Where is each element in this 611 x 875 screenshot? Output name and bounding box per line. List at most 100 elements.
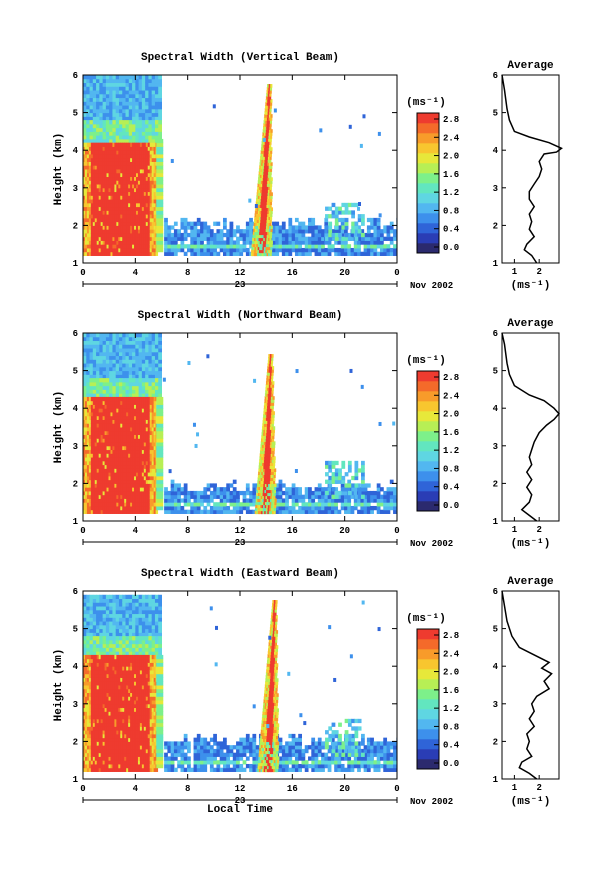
colorbar-swatch: [417, 243, 439, 254]
colorbar-swatch: [417, 143, 439, 154]
y-tick-label: 5: [73, 367, 78, 377]
colorbar-swatch: [417, 441, 439, 452]
colorbar-unit: (ms⁻¹): [406, 355, 446, 367]
colorbar-swatch: [417, 183, 439, 194]
colorbar-swatch: [417, 639, 439, 650]
avg-y-tick-label: 2: [493, 221, 498, 231]
colorbar-tick-label: 2.0: [443, 668, 459, 678]
date-month: Nov 2002: [410, 797, 453, 807]
colorbar-frame: [416, 628, 440, 770]
colorbar-swatch: [417, 689, 439, 700]
avg-unit: (ms⁻¹): [511, 538, 551, 550]
avg-x-tick-label: 2: [536, 267, 541, 277]
average-profile-line: [501, 590, 553, 780]
x-tick-label: 20: [339, 784, 350, 794]
heatmap: [83, 594, 397, 773]
panel-title: Spectral Width (Eastward Beam): [141, 568, 339, 580]
x-tick-label: 0: [394, 268, 399, 278]
colorbar-swatch: [417, 371, 439, 382]
y-tick-label: 3: [73, 700, 78, 710]
avg-x-tick-label: 2: [536, 525, 541, 535]
colorbar-tick-label: 1.6: [443, 170, 459, 180]
colorbar-tick-label: 2.8: [443, 115, 459, 125]
avg-x-tick-label: 1: [512, 783, 518, 793]
colorbar-swatch: [417, 411, 439, 422]
colorbar-frame: [416, 370, 440, 512]
x-tick-label: 12: [235, 526, 246, 536]
y-axis-label: Height (km): [53, 649, 65, 722]
y-tick-label: 6: [73, 587, 78, 597]
colorbar-unit: (ms⁻¹): [406, 613, 446, 625]
avg-y-tick-label: 1: [493, 517, 499, 527]
colorbar-tick-label: 2.0: [443, 410, 459, 420]
average-frame: [501, 590, 560, 780]
colorbar-swatch: [417, 163, 439, 174]
colorbar-swatch: [417, 223, 439, 234]
y-tick-label: 4: [73, 146, 79, 156]
colorbar-tick-label: 1.6: [443, 428, 459, 438]
colorbar-tick-label: 1.2: [443, 188, 459, 198]
x-tick-label: 12: [235, 268, 246, 278]
avg-y-tick-label: 6: [493, 71, 498, 81]
colorbar-swatch: [417, 749, 439, 760]
colorbar-tick-label: 0.8: [443, 206, 459, 216]
x-axis-label: Local Time: [207, 804, 273, 816]
colorbar-swatch: [417, 133, 439, 144]
colorbar-tick-label: 1.2: [443, 704, 459, 714]
y-tick-label: 5: [73, 109, 78, 119]
x-tick-label: 0: [80, 784, 85, 794]
colorbar-frame: [416, 112, 440, 254]
avg-y-tick-label: 4: [493, 146, 499, 156]
y-tick-label: 1: [73, 259, 79, 269]
colorbar-swatch: [417, 659, 439, 670]
y-tick-label: 2: [73, 737, 78, 747]
colorbar-tick-label: 0.4: [443, 225, 460, 235]
y-tick-label: 1: [73, 775, 79, 785]
y-axis-label: Height (km): [53, 133, 65, 206]
colorbar-tick-label: 0.8: [443, 464, 459, 474]
y-tick-label: 2: [73, 221, 78, 231]
date-month: Nov 2002: [410, 539, 453, 549]
average-frame: [501, 74, 560, 264]
x-tick-label: 16: [287, 784, 298, 794]
colorbar-tick-label: 2.4: [443, 133, 460, 143]
avg-y-tick-label: 6: [493, 329, 498, 339]
colorbar-swatch: [417, 501, 439, 512]
colorbar-swatch: [417, 679, 439, 690]
colorbar-swatch: [417, 401, 439, 412]
avg-y-tick-label: 3: [493, 442, 498, 452]
avg-y-tick-label: 6: [493, 587, 498, 597]
x-tick-label: 0: [80, 526, 85, 536]
colorbar-tick-label: 0.0: [443, 243, 459, 253]
date-day: 23: [235, 280, 246, 290]
colorbar-tick-label: 2.4: [443, 649, 460, 659]
x-tick-label: 4: [133, 784, 139, 794]
colorbar-swatch: [417, 431, 439, 442]
avg-y-tick-label: 3: [493, 700, 498, 710]
colorbar-unit: (ms⁻¹): [406, 97, 446, 109]
colorbar-tick-label: 2.4: [443, 391, 460, 401]
date-day: 23: [235, 796, 246, 806]
avg-y-tick-label: 5: [493, 625, 498, 635]
colorbar-swatch: [417, 233, 439, 244]
colorbar-swatch: [417, 719, 439, 730]
colorbar-tick-label: 1.6: [443, 686, 459, 696]
colorbar-swatch: [417, 699, 439, 710]
colorbar-swatch: [417, 421, 439, 432]
colorbar-swatch: [417, 739, 439, 750]
colorbar-swatch: [417, 729, 439, 740]
avg-unit: (ms⁻¹): [511, 280, 551, 292]
colorbar-swatch: [417, 123, 439, 134]
y-tick-label: 6: [73, 71, 78, 81]
average-profile-line: [501, 74, 563, 264]
colorbar-tick-label: 0.0: [443, 759, 459, 769]
colorbar-swatch: [417, 173, 439, 184]
x-tick-label: 0: [394, 784, 399, 794]
colorbar-tick-label: 0.4: [443, 483, 460, 493]
average-title: Average: [507, 318, 554, 330]
avg-x-tick-label: 2: [536, 783, 541, 793]
date-day: 23: [235, 538, 246, 548]
y-tick-label: 4: [73, 404, 79, 414]
